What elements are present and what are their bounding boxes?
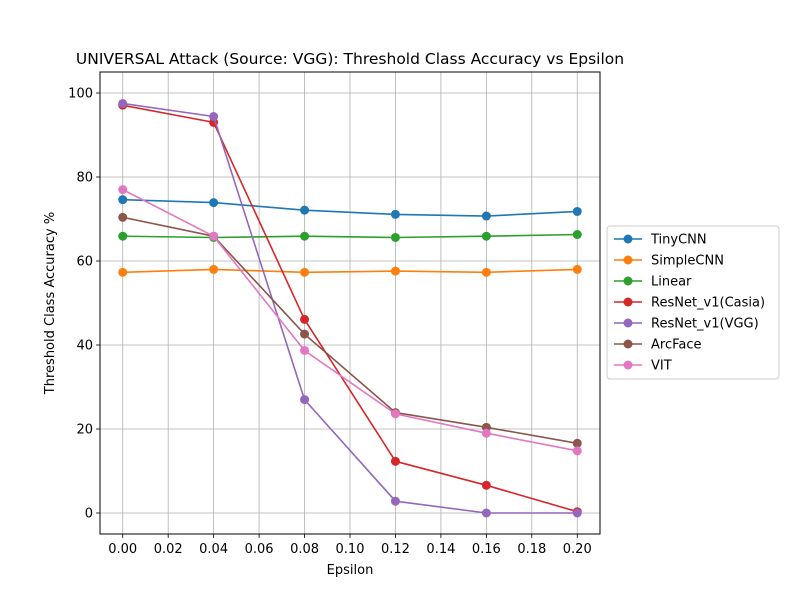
series-tinycnn xyxy=(118,195,582,221)
legend-item: TinyCNN xyxy=(614,233,707,248)
data-point xyxy=(481,428,491,438)
series-resnet-v1-vgg- xyxy=(118,99,582,518)
legend-label: VIT xyxy=(651,359,672,374)
y-tick-label: 20 xyxy=(76,423,93,438)
x-tick-label: 0.14 xyxy=(426,542,455,557)
y-tick-label: 40 xyxy=(76,339,93,354)
x-tick-label: 0.08 xyxy=(290,542,319,557)
data-point xyxy=(481,211,491,221)
legend-label: SimpleCNN xyxy=(651,254,724,269)
legend-label: ResNet_v1(Casia) xyxy=(651,296,765,311)
data-point xyxy=(481,267,491,277)
data-point xyxy=(300,395,310,405)
data-point xyxy=(481,508,491,518)
chart-title: UNIVERSAL Attack (Source: VGG): Threshol… xyxy=(76,50,624,68)
legend: TinyCNN SimpleCNN Linear ResNet_v1(Casia) Re… xyxy=(606,225,780,380)
data-point xyxy=(300,314,310,324)
data-point xyxy=(390,232,400,242)
legend-marker xyxy=(623,234,633,244)
y-tick-label: 100 xyxy=(68,87,93,102)
legend-marker xyxy=(623,360,633,370)
x-axis-ticks: 0.00 0.02 0.04 0.06 0.08 0.10 0.12 0.14 0.16 0.18… xyxy=(108,534,592,557)
data-point xyxy=(390,456,400,466)
legend-item: ResNet_v1(VGG) xyxy=(614,317,759,332)
data-point xyxy=(209,112,219,122)
x-tick-label: 0.04 xyxy=(199,542,228,557)
data-point xyxy=(118,212,128,222)
x-tick-label: 0.18 xyxy=(517,542,546,557)
legend-item: SimpleCNN xyxy=(614,254,724,269)
data-point xyxy=(572,446,582,456)
data-point xyxy=(209,231,219,241)
data-point xyxy=(118,99,128,108)
series-line xyxy=(122,188,578,452)
data-point xyxy=(572,206,582,216)
data-point xyxy=(572,438,582,448)
legend-marker xyxy=(623,255,633,265)
grid-lines xyxy=(100,72,600,534)
data-point xyxy=(300,345,310,355)
series-layer xyxy=(118,99,582,518)
x-tick-label: 0.16 xyxy=(472,542,501,557)
y-tick-label: 80 xyxy=(76,171,93,186)
x-tick-label: 0.20 xyxy=(563,542,592,557)
data-point xyxy=(118,231,128,241)
data-point xyxy=(300,205,310,215)
data-point xyxy=(481,231,491,241)
data-point xyxy=(118,185,128,195)
legend-marker xyxy=(623,339,633,349)
series-line xyxy=(122,198,578,217)
data-point xyxy=(481,480,491,490)
series-line xyxy=(122,216,578,445)
data-point xyxy=(300,329,310,339)
y-axis-ticks: 0 20 40 60 80 100 xyxy=(68,87,100,522)
x-tick-label: 0.12 xyxy=(381,542,410,557)
legend-frame xyxy=(606,225,780,380)
legend-label: TinyCNN xyxy=(650,233,707,248)
data-point xyxy=(300,267,310,277)
y-axis-label: Threshold Class Accuracy % xyxy=(43,212,58,395)
series-simplecnn xyxy=(118,264,582,277)
data-point xyxy=(209,264,219,274)
x-tick-label: 0.00 xyxy=(108,542,137,557)
data-point xyxy=(390,496,400,506)
legend-marker xyxy=(623,318,633,328)
x-tick-label: 0.06 xyxy=(245,542,274,557)
data-point xyxy=(118,195,128,205)
data-point xyxy=(572,264,582,274)
data-point xyxy=(118,267,128,277)
data-point xyxy=(300,231,310,241)
data-point xyxy=(390,209,400,219)
data-point xyxy=(390,266,400,276)
series-linear xyxy=(118,230,582,242)
legend-label: ResNet_v1(VGG) xyxy=(651,317,759,332)
data-point xyxy=(572,508,582,518)
y-tick-label: 0 xyxy=(85,507,93,522)
x-tick-label: 0.02 xyxy=(154,542,183,557)
legend-label: ArcFace xyxy=(651,338,702,353)
y-tick-label: 60 xyxy=(76,255,93,270)
data-point xyxy=(390,409,400,419)
series-line xyxy=(122,104,578,513)
legend-item: VIT xyxy=(614,359,672,374)
series-line xyxy=(122,102,578,514)
x-axis-label: Epsilon xyxy=(327,563,374,578)
series-vit xyxy=(118,185,582,456)
legend-marker xyxy=(623,297,633,307)
series-line xyxy=(122,233,578,239)
legend-item: ArcFace xyxy=(614,338,702,353)
legend-item: ResNet_v1(Casia) xyxy=(614,296,765,311)
data-point xyxy=(209,198,219,208)
legend-marker xyxy=(623,276,633,286)
legend-label: Linear xyxy=(651,275,692,290)
data-point xyxy=(572,230,582,240)
legend-item: Linear xyxy=(614,275,692,290)
series-line xyxy=(122,268,578,274)
x-tick-label: 0.10 xyxy=(336,542,365,557)
